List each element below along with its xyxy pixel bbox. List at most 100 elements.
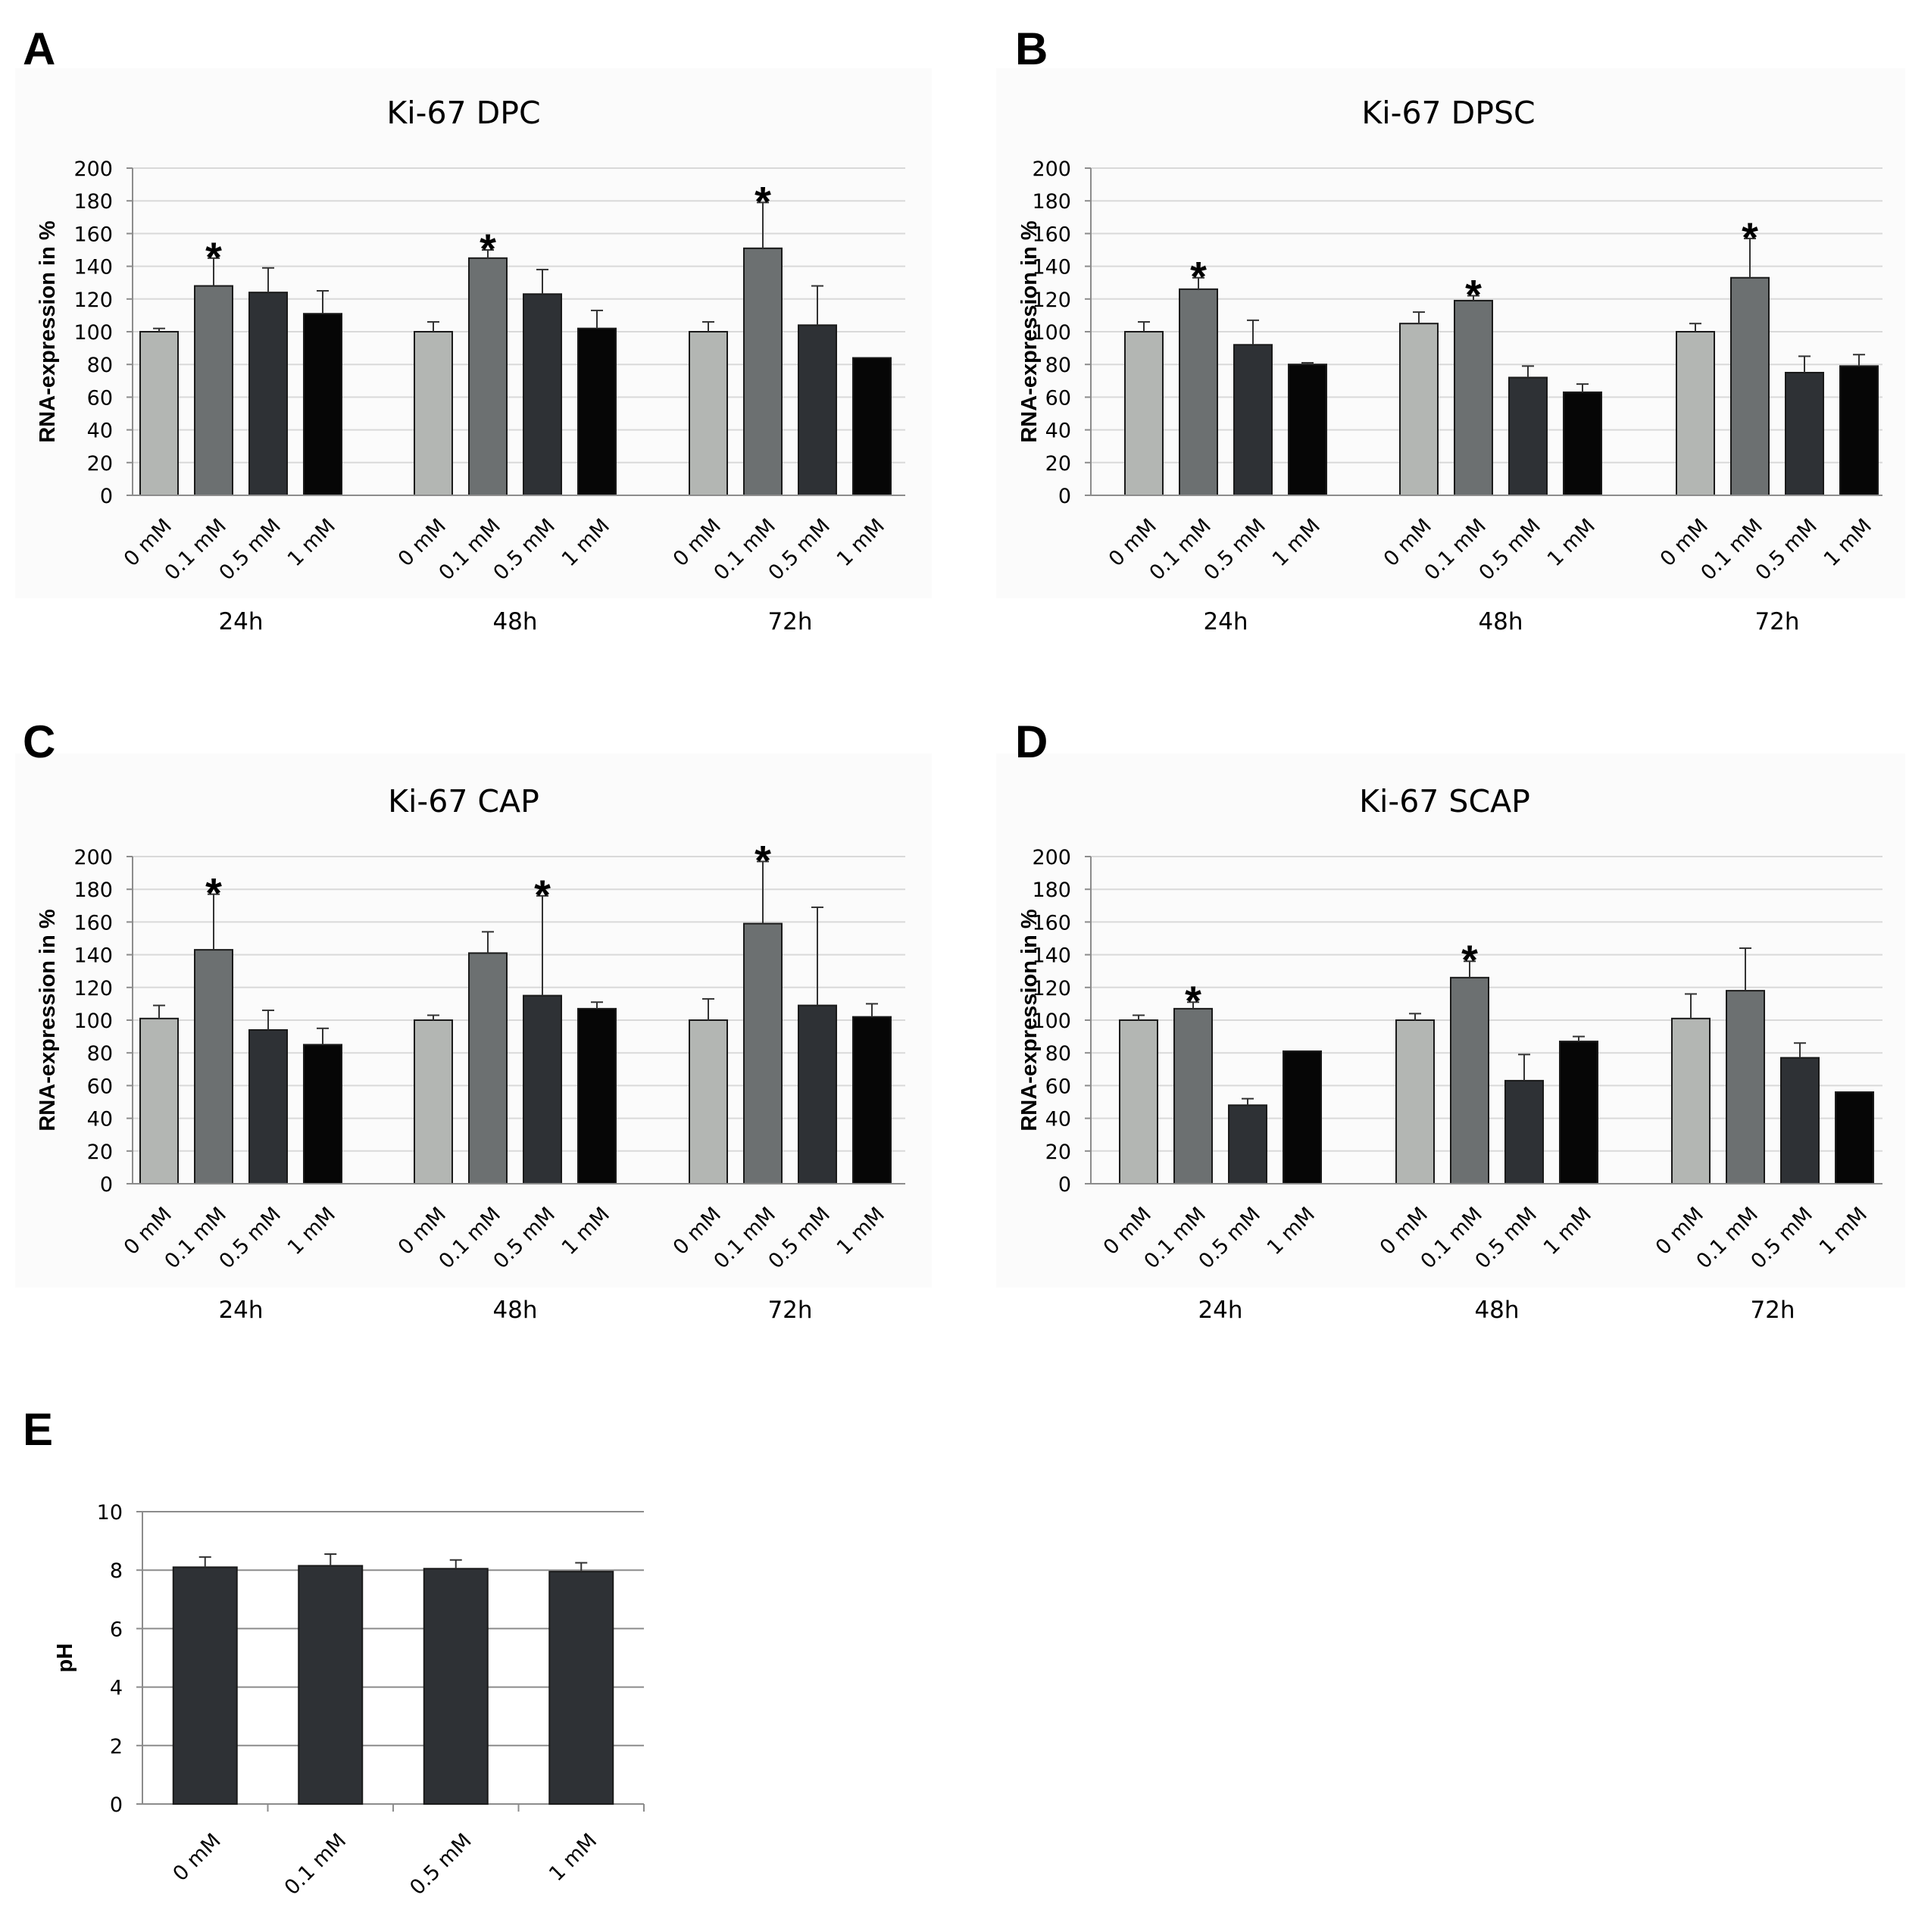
bar bbox=[172, 1566, 238, 1806]
group-label: 24h bbox=[1198, 1297, 1242, 1324]
group-label: 24h bbox=[1203, 608, 1248, 635]
bar bbox=[1288, 364, 1327, 497]
y-axis-label: pH bbox=[53, 1643, 77, 1673]
y-tick-label: 140 bbox=[73, 256, 113, 279]
y-tick-label: 140 bbox=[1032, 256, 1071, 279]
bar bbox=[743, 922, 783, 1185]
y-tick-label: 200 bbox=[73, 846, 113, 869]
significance-marker: * bbox=[205, 869, 222, 917]
bar bbox=[798, 324, 837, 496]
bar bbox=[1119, 1019, 1158, 1184]
y-tick-label: 80 bbox=[1045, 1042, 1071, 1066]
y-tick-label: 100 bbox=[1032, 1010, 1071, 1033]
y-tick-label: 100 bbox=[73, 321, 113, 345]
y-tick-label: 80 bbox=[87, 1042, 113, 1066]
y-tick-label: 8 bbox=[110, 1559, 123, 1583]
y-tick-label: 20 bbox=[1045, 452, 1071, 476]
x-tick-label: 1 mM bbox=[545, 1829, 601, 1886]
y-tick-label: 20 bbox=[87, 1141, 113, 1164]
y-tick-label: 20 bbox=[87, 452, 113, 476]
bar bbox=[468, 952, 508, 1184]
bar bbox=[423, 1568, 489, 1806]
bar bbox=[414, 331, 453, 496]
panel-c: C Ki-67 CAP 0 20 40 60 80 100 120 140 160 180 200 RNA… bbox=[15, 716, 932, 1324]
bar bbox=[523, 994, 562, 1184]
bar bbox=[139, 1017, 179, 1184]
bar bbox=[303, 313, 342, 496]
y-tick-label: 6 bbox=[110, 1618, 123, 1641]
y-tick-label: 60 bbox=[1045, 1075, 1071, 1098]
y-tick-label: 60 bbox=[87, 386, 113, 410]
chart-title: Ki-67 CAP bbox=[388, 783, 539, 819]
bar bbox=[1839, 365, 1879, 496]
bar bbox=[743, 247, 783, 496]
y-tick-label: 60 bbox=[1045, 386, 1071, 410]
y-axis-label: RNA-expression in % bbox=[1017, 220, 1042, 442]
bar bbox=[248, 1028, 288, 1184]
y-tick-label: 100 bbox=[73, 1010, 113, 1033]
y-tick-label: 160 bbox=[1032, 911, 1071, 935]
y-tick-label: 10 bbox=[97, 1501, 123, 1525]
bar bbox=[1785, 372, 1824, 496]
bar bbox=[194, 949, 233, 1184]
y-axis-label: RNA-expression in % bbox=[36, 220, 60, 442]
group-label: 72h bbox=[767, 1297, 812, 1324]
y-tick-label: 200 bbox=[1032, 158, 1071, 181]
bar bbox=[1395, 1019, 1435, 1184]
bar bbox=[1780, 1057, 1820, 1185]
bar bbox=[1676, 331, 1715, 496]
y-axis-label: RNA-expression in % bbox=[1017, 909, 1042, 1131]
bar bbox=[1173, 1007, 1213, 1184]
y-tick-label: 200 bbox=[1032, 846, 1071, 869]
bar bbox=[1563, 391, 1602, 496]
group-label: 72h bbox=[1754, 608, 1799, 635]
bar bbox=[1504, 1079, 1544, 1185]
significance-marker: * bbox=[1742, 214, 1758, 261]
bar bbox=[798, 1004, 837, 1185]
x-tick-label: 0.1 mM bbox=[280, 1829, 351, 1899]
y-tick-label: 40 bbox=[1045, 420, 1071, 443]
panel-letter: B bbox=[1015, 23, 1048, 74]
bar bbox=[1730, 276, 1770, 496]
panel-d: D Ki-67 SCAP 0 20 40 60 80 100 120 140 160 180 200 RN… bbox=[996, 716, 1905, 1324]
bar bbox=[1726, 990, 1765, 1184]
bar bbox=[1508, 376, 1548, 497]
significance-marker: * bbox=[534, 871, 551, 919]
group-label: 48h bbox=[492, 1297, 537, 1324]
chart-title: Ki-67 DPC bbox=[386, 95, 540, 131]
significance-marker: * bbox=[1461, 936, 1478, 984]
y-tick-label: 4 bbox=[110, 1677, 123, 1700]
bar bbox=[1283, 1050, 1322, 1185]
bar bbox=[1228, 1104, 1267, 1184]
y-tick-label: 120 bbox=[1032, 289, 1071, 312]
bar bbox=[468, 257, 508, 496]
panel-a: A Ki-67 DPC 0 20 40 60 80 100 120 140 160 180 200 RNA… bbox=[15, 23, 932, 635]
bar bbox=[1454, 299, 1493, 496]
panel-letter: E bbox=[23, 1404, 53, 1455]
bar bbox=[1124, 331, 1164, 496]
group-label: 48h bbox=[1474, 1297, 1519, 1324]
panel-letter: C bbox=[23, 716, 55, 767]
y-tick-label: 160 bbox=[73, 223, 113, 246]
bar bbox=[139, 331, 179, 496]
significance-marker: * bbox=[1465, 270, 1482, 318]
bar bbox=[303, 1044, 342, 1185]
panel-letter: A bbox=[23, 23, 55, 74]
bar bbox=[852, 1016, 892, 1185]
significance-marker: * bbox=[480, 225, 496, 273]
x-tick-label: 0.5 mM bbox=[405, 1829, 476, 1899]
bar bbox=[1179, 288, 1218, 496]
group-label: 72h bbox=[1750, 1297, 1795, 1324]
group-label: 48h bbox=[1478, 608, 1523, 635]
y-tick-label: 180 bbox=[73, 879, 113, 902]
y-tick-label: 80 bbox=[1045, 354, 1071, 377]
y-tick-label: 0 bbox=[100, 1173, 113, 1197]
y-tick-label: 40 bbox=[87, 1108, 113, 1131]
y-tick-label: 160 bbox=[73, 911, 113, 935]
y-tick-label: 160 bbox=[1032, 223, 1071, 246]
y-tick-label: 120 bbox=[1032, 977, 1071, 1000]
y-tick-label: 140 bbox=[1032, 944, 1071, 968]
significance-marker: * bbox=[755, 836, 771, 884]
panel-letter: D bbox=[1015, 716, 1048, 767]
